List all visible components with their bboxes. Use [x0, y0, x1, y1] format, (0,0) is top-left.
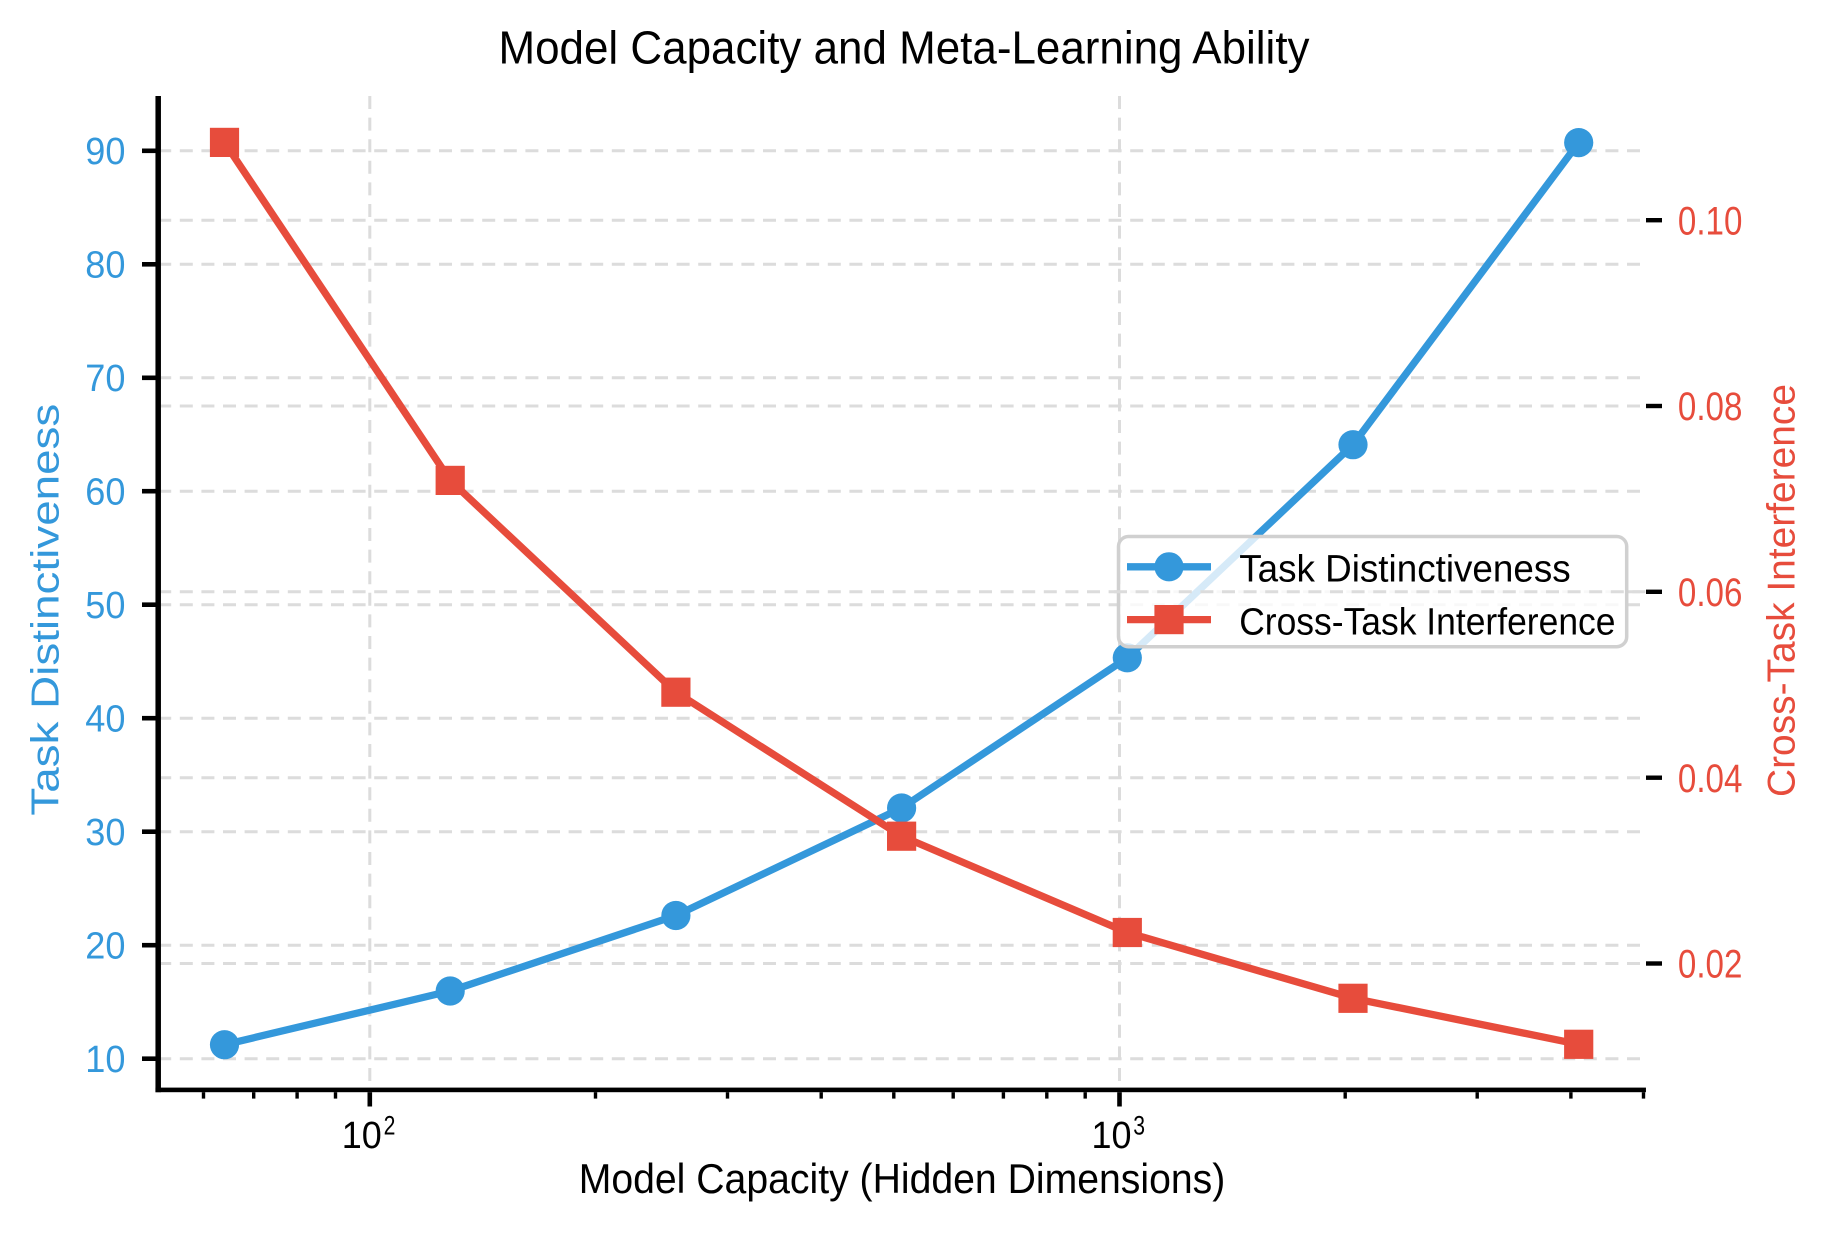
- svg-text:70: 70: [85, 358, 125, 400]
- svg-text:10: 10: [342, 1115, 382, 1157]
- svg-text:10: 10: [1092, 1115, 1132, 1157]
- svg-text:3: 3: [1133, 1111, 1145, 1141]
- svg-text:20: 20: [85, 926, 125, 968]
- svg-text:Model Capacity and Meta-Learni: Model Capacity and Meta-Learning Ability: [499, 21, 1311, 73]
- svg-text:40: 40: [85, 699, 125, 741]
- svg-text:Cross-Task Interference: Cross-Task Interference: [1761, 384, 1804, 797]
- svg-text:0.04: 0.04: [1678, 757, 1743, 801]
- svg-text:Task Distinctiveness: Task Distinctiveness: [1239, 549, 1571, 591]
- svg-text:60: 60: [85, 472, 125, 514]
- svg-text:90: 90: [85, 131, 125, 173]
- svg-text:0.02: 0.02: [1678, 943, 1743, 987]
- svg-text:10: 10: [85, 1039, 125, 1081]
- svg-text:0.08: 0.08: [1678, 385, 1743, 429]
- svg-text:30: 30: [85, 812, 125, 854]
- svg-text:0.06: 0.06: [1678, 571, 1743, 615]
- svg-text:80: 80: [85, 245, 125, 287]
- svg-text:0.10: 0.10: [1678, 199, 1743, 243]
- svg-text:Cross-Task Interference: Cross-Task Interference: [1239, 601, 1615, 643]
- svg-text:Model Capacity (Hidden Dimensi: Model Capacity (Hidden Dimensions): [579, 1155, 1226, 1202]
- svg-text:2: 2: [384, 1111, 396, 1141]
- svg-text:Task Distinctiveness: Task Distinctiveness: [24, 404, 67, 816]
- svg-text:50: 50: [85, 585, 125, 627]
